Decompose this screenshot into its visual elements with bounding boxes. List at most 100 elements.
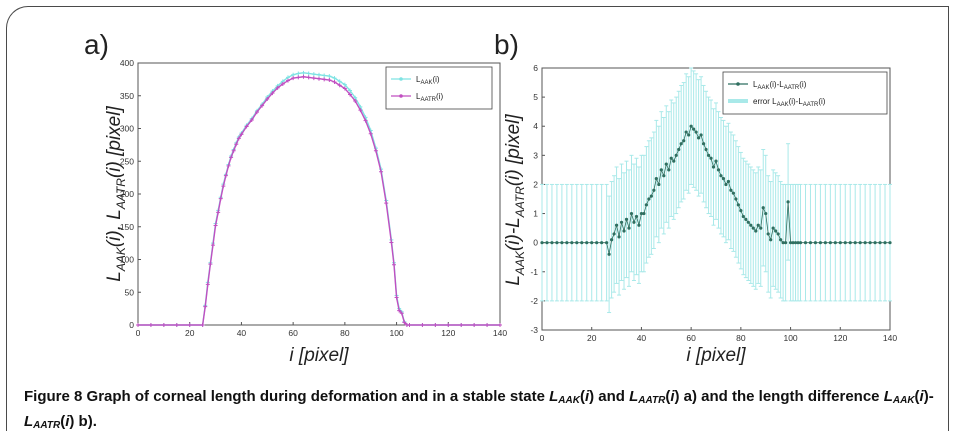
panel-b-series-1-point: [764, 211, 768, 216]
panel-a-series-2-point: [459, 323, 464, 327]
panel-b-series-1-point: [667, 168, 671, 172]
panel-b-ytick-label: 6: [533, 63, 538, 73]
panel-a-xtick-label: 80: [340, 328, 350, 338]
panel-b-series-1-point: [575, 241, 579, 245]
panel-b-series-1-point: [647, 197, 651, 201]
panel-a-series-2-point: [216, 210, 221, 215]
panel-b-series-1-point: [863, 241, 867, 245]
panel-b-ytick-label: -2: [530, 296, 538, 306]
panel-b-series-1-point: [684, 130, 688, 134]
panel-b-legend-text-part: (i)-L: [769, 80, 784, 89]
panel-b-series-1-point: [751, 226, 755, 230]
panel-a-series-2-point: [399, 311, 404, 316]
panel-b-series-1-point: [798, 241, 803, 245]
panel-b-ylabel-part: AATR: [513, 186, 527, 218]
panel-a-xtick-label: 0: [136, 328, 141, 338]
panel-b-series-1-point: [590, 241, 594, 245]
panel-a-series-2-point: [322, 77, 327, 82]
panel-a-ylabel-part: L: [104, 271, 125, 282]
panel-a-series-2-point: [296, 75, 301, 80]
panel-a-series-2-point: [161, 323, 166, 327]
caption-text-1: Graph of corneal length during deformati…: [82, 388, 550, 405]
panel-b-ylabel-part: (i)-L: [503, 217, 524, 251]
panel-b-series-1-point: [644, 203, 649, 207]
panel-b-series-1-point: [791, 241, 795, 245]
panel-b-series-1-point: [610, 238, 614, 242]
panel-b-series-1-point: [788, 241, 793, 245]
panel-a-series-2-point: [210, 243, 215, 248]
panel-a-series-2-point: [407, 323, 412, 327]
panel-b-series-1-point: [545, 241, 549, 245]
panel-b-series-1-point: [781, 241, 785, 245]
panel-b-series-1-point: [692, 127, 696, 131]
panel-b-series-1-point: [654, 177, 658, 181]
panel-a-ytick-label: 300: [120, 124, 134, 134]
panel-a-legend-text: LAATR(i): [416, 92, 443, 103]
panel-a-ytick-label: 250: [120, 156, 134, 166]
caption-i-2: i: [670, 388, 675, 405]
panel-b-series-1-point: [652, 188, 656, 192]
panel-b-series-1-point: [878, 241, 882, 245]
panel-b-series-1-point: [672, 159, 676, 163]
panel-a-series-2-point: [203, 304, 208, 309]
panel-b-series-1-point: [677, 147, 681, 152]
panel-a-series-2-point: [311, 76, 316, 81]
panel-a-series-2-point: [472, 323, 477, 327]
panel-a-ytick-label: 100: [120, 255, 134, 265]
panel-a-series-2-point: [218, 196, 223, 201]
panel-a-series-2-point: [275, 85, 280, 90]
panel-b-xtick-label: 80: [736, 333, 746, 343]
panel-a-ylabel-part: (i), L: [104, 209, 125, 247]
panel-a-ytick-label: 150: [120, 222, 134, 232]
caption-sub-aak-2: AAK: [892, 395, 915, 406]
panel-b-series-1-point: [565, 241, 569, 245]
panel-b-series-1-point: [701, 142, 706, 146]
panel-b-series-1-point: [639, 211, 644, 216]
caption-text-2: a) and the length difference: [679, 388, 884, 405]
panel-a-series-2-point: [420, 323, 425, 327]
panel-a-series-2-point: [223, 173, 228, 178]
panel-b-legend-text: LAAK(i)-LAATR(i): [753, 80, 807, 91]
panel-a-series-2-point: [254, 110, 259, 115]
panel-a-series-2-point: [337, 83, 342, 88]
panel-b-series-1-point: [759, 226, 763, 230]
panel-b-legend-marker: [736, 82, 740, 86]
panel-b-series-1-point: [741, 214, 745, 219]
panel-b-series-1-point: [627, 226, 631, 230]
caption-l-4: L: [24, 413, 34, 430]
panel-a-xtick-label: 120: [441, 328, 455, 338]
panel-b-series-1-point: [629, 211, 634, 216]
panel-b-series-1-point: [697, 136, 701, 140]
panel-b-series-1-point: [761, 206, 765, 210]
panel-a-series-2-point: [485, 323, 490, 327]
panel-b-legend-text-part: AATR: [803, 102, 819, 108]
panel-a-legend-marker: [399, 94, 403, 98]
caption-sub-aatr-2: AATR: [33, 420, 61, 431]
panel-b-series-1-point: [868, 241, 872, 245]
panel-a-series-2-point: [317, 76, 321, 81]
panel-a-series-2-point: [280, 81, 285, 86]
panel-b-series-1-point: [664, 162, 668, 166]
panel-b-series-1-point: [776, 232, 780, 236]
panel-a-series-2-point: [379, 169, 384, 174]
panel-b-xtick-label: 40: [637, 333, 647, 343]
panel-b-series-1-point: [779, 238, 783, 242]
panel-a-series-2-point: [391, 262, 396, 267]
panel-b-ytick-label: 5: [533, 92, 538, 102]
panel-b-series-1-point: [642, 211, 646, 216]
panel-b-series-1-point: [833, 241, 837, 245]
panel-b-ytick-label: 3: [533, 150, 538, 160]
panel-b-series-1-point: [734, 197, 738, 201]
panel-b-series-1-point: [622, 229, 626, 233]
panel-b-legend-box: [722, 71, 888, 115]
panel-a-series-2-point: [394, 295, 399, 300]
panel-a-series-2-point: [205, 282, 210, 287]
panel-b-series-1-point: [726, 179, 731, 184]
panel-b-series-1-point: [784, 241, 788, 245]
panel-b-ytick-label: -3: [530, 325, 538, 335]
panel-b-legend-text-part: error L: [753, 97, 777, 106]
panel-a-series-2-point: [249, 117, 254, 122]
panel-b-series-1-point: [843, 241, 847, 245]
panel-a-xtick-label: 40: [237, 328, 247, 338]
panel-a-series-1-point: [296, 71, 301, 76]
